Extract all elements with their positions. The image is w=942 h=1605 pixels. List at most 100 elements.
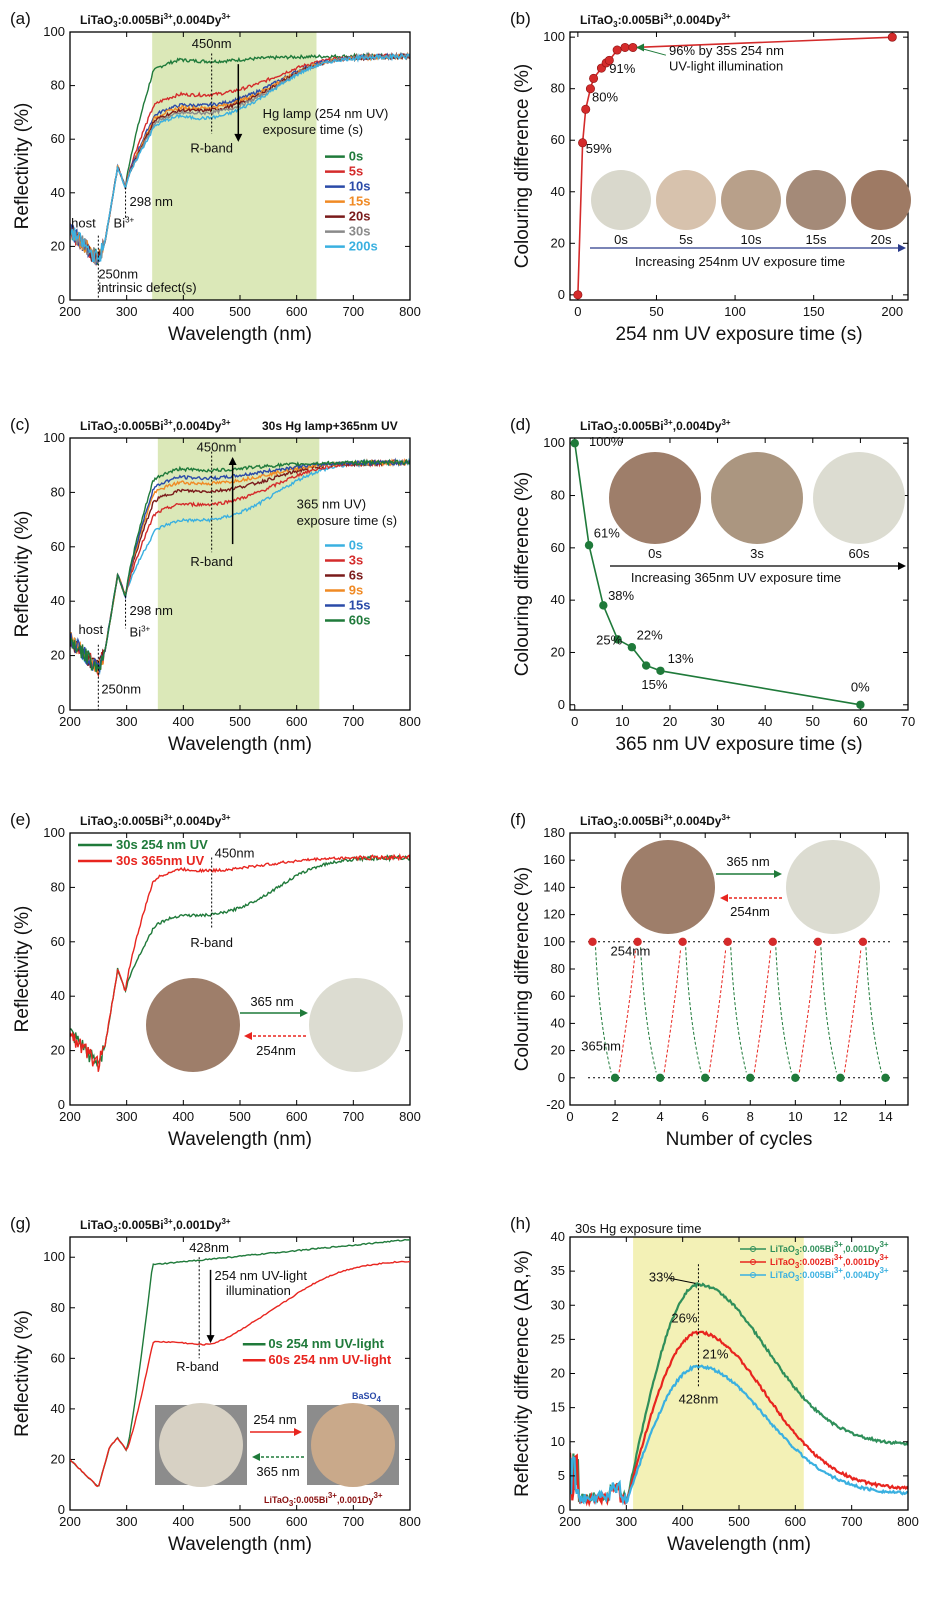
y-tick-label: 20	[551, 1366, 565, 1381]
colour-swatch	[591, 170, 651, 230]
y-tick-label: 40	[551, 592, 565, 607]
legend-label: 10s	[349, 179, 371, 194]
panel-letter: (e)	[10, 810, 31, 829]
panel-title-part-0: LiTaO	[80, 419, 113, 433]
x-axis-label: Wavelength (nm)	[168, 324, 312, 345]
panel-letter: (f)	[510, 810, 526, 829]
data-point-low	[655, 1073, 665, 1083]
data-point	[856, 700, 865, 709]
coloured-sample	[146, 978, 240, 1072]
y-tick-label: 40	[551, 1229, 565, 1244]
colour-swatch	[786, 170, 846, 230]
y-tick-label: 0	[558, 1502, 565, 1517]
panel-title-part-3: 3+	[164, 12, 173, 21]
shaded-region	[157, 438, 320, 710]
legend-label: 9s	[349, 583, 363, 598]
y-axis-label: Reflectivity difference (ΔR,%)	[512, 1250, 533, 1497]
y-tick-label: 100	[543, 29, 565, 44]
annotation-428nm: 428nm	[189, 1240, 229, 1255]
annotation-298: 298 nm	[130, 603, 173, 618]
bleach-path	[685, 947, 702, 1073]
annotation-rband: R-band	[190, 935, 233, 950]
x-tick-label: 100	[724, 304, 746, 319]
annotation-sample-part-3: 3+	[328, 1491, 337, 1500]
panel-title-part-0: LiTaO	[80, 13, 113, 27]
chart-g: 200 300 400 500 600 700 800 0 20 40 60 80 100 Wavelen…	[10, 1214, 421, 1555]
x-tick-label: 300	[116, 1109, 138, 1124]
data-point	[604, 55, 614, 65]
y-tick-label: 35	[551, 1263, 565, 1278]
colour-swatch	[609, 452, 701, 544]
bleach-path	[730, 947, 747, 1073]
legend-marker	[750, 1272, 756, 1278]
colour-swatch	[656, 170, 716, 230]
data-point-high	[858, 937, 868, 946]
legend-label: LiTaO3:0.005Bi3+,0.001Dy3+	[770, 1240, 889, 1257]
y-tick-label: 60	[51, 539, 65, 554]
point-label: 38%	[608, 588, 634, 603]
label-254nm: 254nm	[611, 943, 651, 958]
point-label: 61%	[594, 525, 620, 540]
colour-swatch	[851, 170, 911, 230]
legend-label-part-1: 3	[795, 1261, 800, 1270]
note-line-1: 96% by 35s 254 nm	[669, 43, 784, 58]
panel-title-part-5: 3+	[221, 12, 230, 21]
legend-label: 0s	[349, 149, 363, 164]
y-axis-label: Reflectivity (%)	[12, 511, 33, 638]
panel-title-part-1: 3	[613, 821, 618, 830]
legend-title-2: exposure time (s)	[297, 513, 397, 528]
panel-title: LiTaO3:0.005Bi3+,0.004Dy3+	[580, 12, 731, 29]
x-tick-label: 40	[758, 714, 772, 729]
annotation-sample-part-1: 3	[289, 1499, 294, 1508]
annotation-baso4-sub: 4	[377, 1395, 382, 1404]
data-point	[628, 42, 638, 52]
legend-title-1: Hg lamp (254 nm UV)	[263, 106, 389, 121]
point-label: 25%	[596, 633, 622, 648]
swatch-label: 20s	[871, 232, 892, 247]
data-point	[578, 138, 588, 148]
data-point-high	[633, 937, 642, 946]
x-tick-label: 400	[672, 1514, 694, 1529]
forward-label: 254 nm	[253, 1412, 296, 1427]
x-tick-label: 6	[702, 1109, 709, 1124]
panel-title: LiTaO3:0.005Bi3+,0.004Dy3+	[80, 418, 231, 435]
panel-title-part-5: 3+	[221, 418, 230, 427]
x-tick-label: 4	[657, 1109, 664, 1124]
annotation-rband: R-band	[190, 141, 233, 156]
y-tick-label: 5	[558, 1468, 565, 1483]
peak-pointer	[668, 1277, 696, 1284]
arrow-head	[300, 1009, 308, 1017]
legend-label: 30s 254 nm UV	[116, 837, 208, 852]
x-tick-label: 200	[559, 1514, 581, 1529]
panel-title: LiTaO3:0.005Bi3+,0.004Dy3+	[580, 813, 731, 830]
legend-label-part-4: ,0.001Dy	[843, 1244, 880, 1254]
x-tick-label: 200	[59, 714, 81, 729]
x-tick-label: 50	[806, 714, 820, 729]
panel-letter: (b)	[510, 9, 531, 28]
panel-title-part-0: LiTaO	[580, 814, 613, 828]
x-tick-label: 800	[399, 304, 421, 319]
y-tick-label: 0	[558, 287, 565, 302]
panel-title-part-0: LiTaO	[580, 419, 613, 433]
x-tick-label: 8	[747, 1109, 754, 1124]
arrow-head	[294, 1428, 302, 1436]
x-axis-label: Wavelength (nm)	[168, 734, 312, 755]
x-tick-label: 200	[59, 304, 81, 319]
legend-label: 200s	[349, 239, 378, 254]
y-tick-label: 40	[551, 1015, 565, 1030]
x-tick-label: 500	[229, 1514, 251, 1529]
x-tick-label: 200	[59, 1514, 81, 1529]
x-axis-label: Wavelength (nm)	[168, 1129, 312, 1150]
data-point-low	[746, 1073, 755, 1083]
arrow-head	[206, 1335, 215, 1344]
y-tick-label: 100	[43, 24, 65, 39]
legend-label: 60s 254 nm UV-light	[268, 1352, 391, 1367]
annotation-baso4: BaSO4	[352, 1391, 382, 1404]
x-tick-label: 10	[788, 1109, 802, 1124]
chart-h: 200 300 400 500 600 700 800 0 5 10 15 20 25 30 35 40 Wav…	[510, 1214, 919, 1555]
arrow-head	[898, 244, 906, 252]
plot-frame	[569, 31, 909, 301]
data-point-high	[588, 937, 597, 946]
legend-label: 30s	[349, 224, 371, 239]
